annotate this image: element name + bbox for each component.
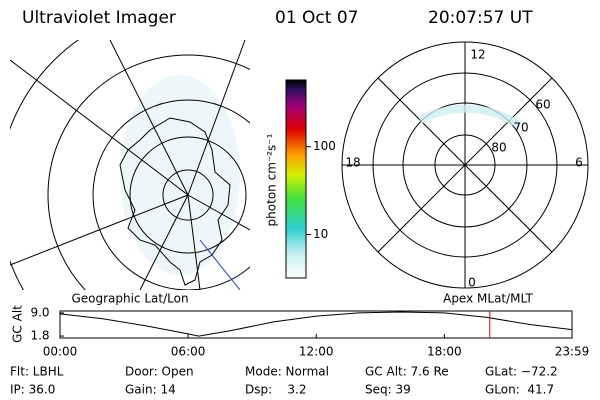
x-tick-label: 06:00 bbox=[171, 345, 206, 359]
polar-label: Apex MLat/MLT bbox=[443, 292, 533, 306]
mlt-label: 18 bbox=[345, 156, 360, 170]
altitude-ylabel: GC Alt bbox=[11, 305, 25, 343]
status-field: GC Alt: 7.6 Re bbox=[365, 365, 449, 379]
colorbar-tick-label: 100 bbox=[313, 139, 336, 153]
status-field: Gain: 14 bbox=[125, 383, 176, 397]
altitude-curve bbox=[59, 311, 573, 337]
polar-grid bbox=[341, 41, 589, 289]
colorbar-label: photon cm⁻²s⁻¹ bbox=[265, 133, 279, 226]
status-field: Mode: Normal bbox=[245, 365, 329, 379]
status-field: Seq: 39 bbox=[365, 383, 411, 397]
mlat-label: 80 bbox=[491, 141, 506, 155]
mlat-label: 60 bbox=[535, 98, 550, 112]
x-tick-label: 00:00 bbox=[43, 345, 78, 359]
mlt-label: 12 bbox=[470, 48, 485, 62]
date: 01 Oct 07 bbox=[275, 8, 358, 28]
x-tick-label: 12:00 bbox=[299, 345, 334, 359]
time: 20:07:57 UT bbox=[428, 8, 533, 28]
x-tick-label: 23:59 bbox=[555, 345, 590, 359]
y-tick-label: 1.8 bbox=[30, 329, 49, 343]
colorbar bbox=[285, 79, 307, 279]
mlat-label: 70 bbox=[513, 121, 528, 135]
status-field: Dsp: 3.2 bbox=[245, 383, 307, 397]
geographic-map bbox=[10, 40, 250, 290]
status-field: GLon: 41.7 bbox=[485, 383, 554, 397]
colorbar-tick-label: 10 bbox=[313, 227, 328, 241]
y-tick-label: 9.0 bbox=[30, 305, 49, 319]
mlt-label: 0 bbox=[468, 276, 476, 290]
x-tick-label: 18:00 bbox=[427, 345, 462, 359]
geo-label: Geographic Lat/Lon bbox=[71, 292, 188, 306]
status-field: Door: Open bbox=[125, 365, 194, 379]
instrument: Ultraviolet Imager bbox=[22, 8, 176, 28]
aurora-glow bbox=[120, 75, 240, 275]
mlt-label: 6 bbox=[575, 156, 583, 170]
status-field: IP: 36.0 bbox=[10, 383, 55, 397]
status-field: GLat: −72.2 bbox=[485, 365, 558, 379]
status-field: Flt: LBHL bbox=[10, 365, 64, 379]
